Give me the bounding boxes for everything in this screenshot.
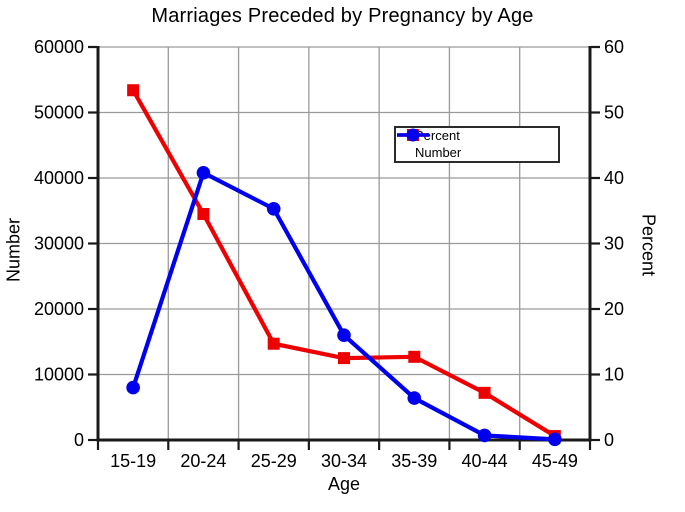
data-point-marker	[267, 337, 280, 350]
data-point-marker	[548, 432, 562, 447]
legend-item-number: Number	[397, 128, 558, 161]
y-axis-label-left: Number	[3, 217, 24, 283]
right-tick-label: 40	[604, 168, 624, 188]
left-tick-label: 40000	[34, 168, 84, 188]
x-tick-label: 15-19	[110, 451, 156, 471]
tick-labels: 0 10000 20000 30000 40000 50000 60000 0 10 20 30 40…	[34, 37, 624, 471]
data-point-marker	[126, 380, 140, 395]
legend-label: Number	[415, 145, 462, 160]
chart-title: Marriages Preceded by Pregnancy by Age	[151, 5, 534, 27]
series-number	[126, 165, 562, 447]
x-tick-label: 40-44	[462, 451, 508, 471]
data-point-marker	[477, 428, 492, 443]
left-tick-label: 10000	[34, 365, 84, 385]
right-tick-label: 20	[604, 299, 624, 319]
gridlines	[98, 46, 590, 440]
x-tick-label: 20-24	[180, 451, 226, 471]
right-tick-label: 0	[604, 430, 614, 450]
legend-box: Percent Number	[394, 126, 560, 163]
left-tick-label: 30000	[34, 234, 84, 254]
data-point-marker	[127, 84, 140, 97]
data-point-marker	[408, 350, 421, 363]
right-tick-label: 30	[604, 234, 624, 254]
circle-marker-icon	[397, 128, 429, 142]
data-point-marker	[197, 208, 210, 221]
data-point-marker	[407, 391, 422, 405]
x-tick-label: 25-29	[251, 451, 297, 471]
data-point-marker	[337, 328, 351, 343]
data-point-marker	[266, 201, 281, 216]
right-tick-label: 50	[604, 103, 624, 123]
legend-label: Percent	[415, 128, 460, 143]
left-tick-label: 20000	[34, 299, 84, 319]
data-point-marker	[478, 386, 491, 399]
x-axis-label: Age	[327, 474, 361, 494]
right-tick-label: 10	[604, 365, 624, 385]
data-point-marker	[196, 165, 211, 180]
left-tick-label: 0	[74, 430, 84, 450]
y-axis-label-right: Percent	[638, 213, 659, 277]
tick-marks	[88, 45, 600, 450]
left-tick-label: 50000	[34, 103, 84, 123]
axes	[96, 46, 592, 442]
x-tick-label: 30-34	[321, 451, 367, 471]
right-tick-label: 60	[604, 37, 624, 57]
data-point-marker	[338, 352, 350, 365]
left-tick-label: 60000	[34, 37, 84, 57]
x-tick-label: 45-49	[532, 451, 578, 471]
x-tick-label: 35-39	[391, 451, 437, 471]
